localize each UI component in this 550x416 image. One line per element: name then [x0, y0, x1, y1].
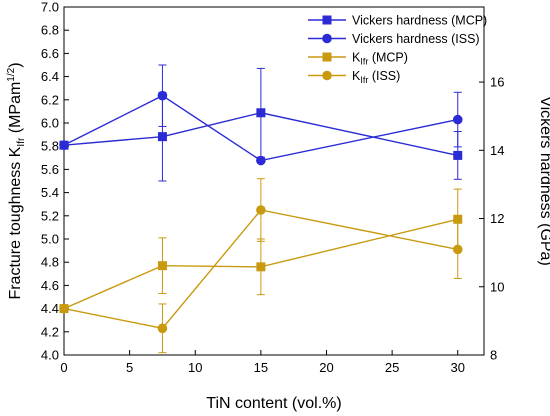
right-y-tick-label: 10 — [490, 279, 504, 294]
legend-label: Vickers hardness (MCP) — [352, 14, 487, 28]
left-y-tick-label: 5.4 — [41, 185, 59, 200]
legend-label-rest: (ISS) — [368, 69, 400, 83]
x-tick-label: 20 — [319, 360, 333, 375]
left-y-tick-label: 6.4 — [41, 69, 59, 84]
data-point — [256, 108, 266, 118]
left-y-axis-title-close: ) — [7, 62, 24, 67]
legend: Vickers hardness (MCP) Vickers hardness (… — [308, 14, 487, 85]
legend-marker — [322, 33, 332, 44]
series-line — [63, 218, 458, 310]
data-point — [157, 90, 168, 101]
left-y-tick-label: 4.8 — [41, 255, 59, 270]
data-point — [453, 150, 463, 160]
legend-label-rest: (MCP) — [368, 51, 408, 65]
x-tick-label: 5 — [126, 360, 133, 375]
legend-label-main: K — [352, 69, 361, 83]
x-tick-label: 30 — [451, 360, 465, 375]
legend-label: KIfr (ISS) — [352, 69, 400, 85]
data-point — [157, 323, 168, 334]
x-tick-label: 25 — [385, 360, 399, 375]
left-y-tick-label: 6.0 — [41, 116, 59, 131]
left-y-tick-label: 6.6 — [41, 46, 59, 61]
left-y-tick-label: 5.2 — [41, 208, 59, 223]
right-y-tick-label: 8 — [490, 348, 497, 363]
legend-label-main: Vickers hardness (MCP) — [352, 14, 487, 28]
left-y-tick-label: 4.6 — [41, 278, 59, 293]
legend-label: Vickers hardness (ISS) — [352, 32, 480, 46]
x-tick-label: 10 — [188, 360, 202, 375]
left-y-tick-label: 6.2 — [41, 92, 59, 107]
right-y-axis-title: Vickers hardness (GPa) — [537, 96, 550, 266]
left-y-tick-label: 5.6 — [41, 162, 59, 177]
data-point — [157, 132, 167, 142]
left-y-axis-title-unit: (MPam — [7, 82, 24, 138]
series-4 — [59, 178, 463, 354]
data-point — [256, 205, 266, 215]
left-y-axis-title-main: Fracture toughness K — [7, 146, 24, 299]
legend-marker — [322, 15, 332, 25]
legend-label-main: K — [352, 51, 361, 65]
left-y-axis-title-sup: 1/2 — [6, 67, 17, 81]
legend-marker — [322, 52, 332, 62]
left-y-tick-label: 4.4 — [41, 301, 59, 316]
x-tick-label: 15 — [254, 360, 268, 375]
plot-frame — [63, 6, 485, 356]
legend-label-sub: Ifr — [360, 57, 368, 67]
data-point — [59, 140, 69, 150]
series-line — [63, 112, 458, 157]
right-y-tick-label: 12 — [490, 211, 504, 226]
left-y-tick-label: 7.0 — [41, 0, 59, 15]
data-point — [157, 261, 167, 271]
x-tick-label: 0 — [60, 360, 67, 375]
left-y-axis-title: Fracture toughness KIfr (MPam1/2) — [6, 62, 27, 299]
data-point — [452, 244, 463, 255]
right-y-tick-label: 16 — [490, 75, 504, 90]
legend-label-main: Vickers hardness (ISS) — [352, 32, 480, 46]
data-point — [59, 303, 69, 314]
series-2 — [59, 64, 463, 166]
left-y-tick-label: 5.0 — [41, 232, 59, 247]
series-line — [63, 209, 458, 330]
legend-marker — [322, 70, 332, 81]
left-y-axis-title-sub: Ifr — [16, 137, 27, 147]
legend-label-sub: Ifr — [360, 75, 368, 85]
series-line — [63, 94, 458, 162]
data-point — [453, 214, 463, 224]
legend-label: KIfr (MCP) — [352, 51, 408, 67]
left-y-tick-label: 4.0 — [41, 348, 59, 363]
left-y-tick-label: 6.8 — [41, 23, 59, 38]
x-axis-title: TiN content (vol.%) — [206, 395, 341, 412]
data-point — [256, 262, 266, 272]
right-y-tick-label: 14 — [490, 143, 504, 158]
data-point — [452, 114, 463, 125]
left-y-tick-label: 4.2 — [41, 324, 59, 339]
data-point — [256, 155, 266, 166]
left-y-tick-label: 5.8 — [41, 139, 59, 154]
